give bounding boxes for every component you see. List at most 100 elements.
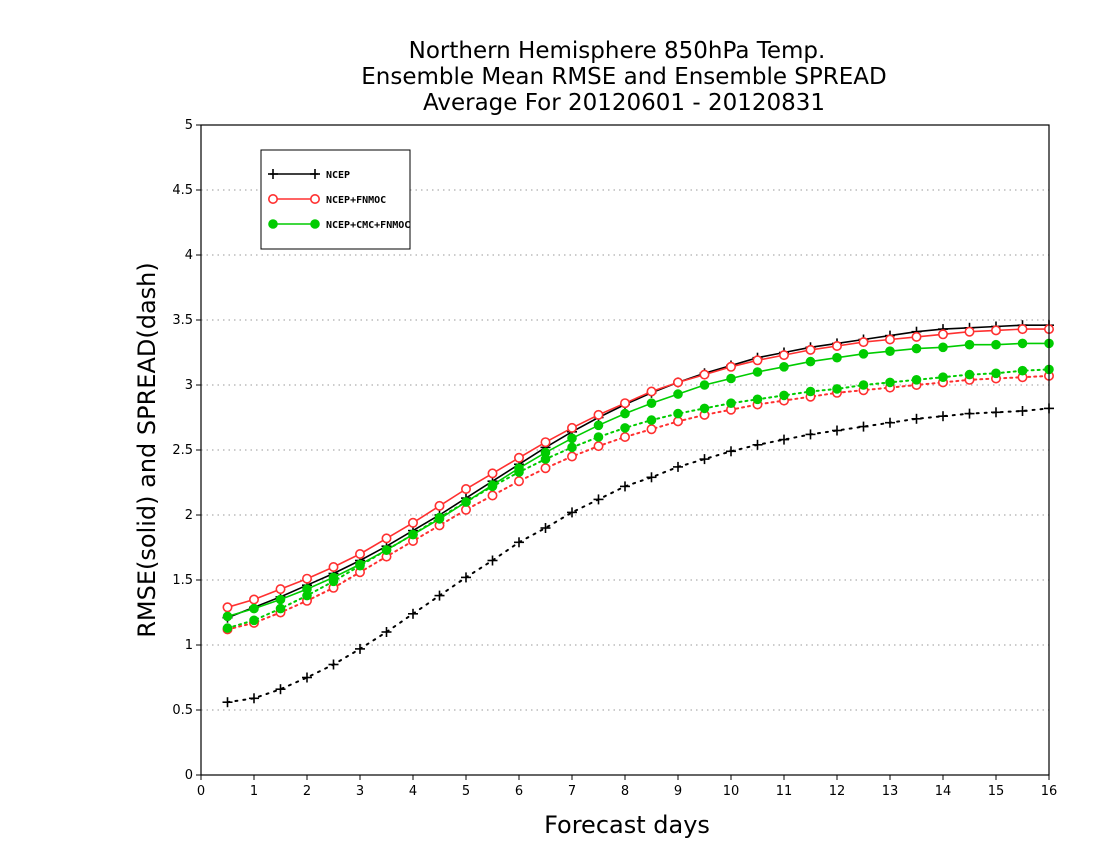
data-point-ncep-spread bbox=[726, 446, 736, 457]
data-point-ncep-cmc-fnmoc-rmse bbox=[991, 339, 1001, 350]
data-point-ncep-fnmoc-rmse bbox=[619, 398, 630, 409]
data-point-ncep-cmc-fnmoc-rmse bbox=[752, 367, 763, 377]
data-point-ncep-fnmoc-spread bbox=[646, 424, 657, 435]
data-point-ncep-spread bbox=[673, 461, 683, 472]
data-point-ncep-cmc-fnmoc-spread bbox=[885, 377, 895, 388]
data-point-ncep-fnmoc-spread bbox=[593, 441, 604, 452]
y-tick-label: 0 bbox=[185, 768, 193, 783]
legend-swatch-marker bbox=[268, 219, 278, 229]
data-point-ncep-fnmoc-rmse bbox=[964, 326, 975, 337]
data-point-ncep-cmc-fnmoc-rmse bbox=[673, 389, 683, 399]
data-point-ncep-cmc-fnmoc-rmse bbox=[593, 420, 604, 431]
legend-swatch-marker bbox=[267, 194, 278, 205]
x-tick-label: 4 bbox=[409, 784, 417, 799]
data-point-ncep-cmc-fnmoc-rmse bbox=[885, 346, 895, 357]
data-point-ncep-spread bbox=[752, 439, 763, 450]
data-point-ncep-cmc-fnmoc-spread bbox=[805, 386, 816, 397]
y-tick-label: 0.5 bbox=[172, 703, 193, 718]
data-point-ncep-spread bbox=[911, 413, 922, 424]
x-axis: 0 1 2 3 4 5 6 7 8 9 10 11 12 13 14 15 16 bbox=[197, 775, 1057, 799]
plot-series bbox=[222, 320, 1055, 708]
data-point-ncep-fnmoc-rmse bbox=[540, 437, 551, 448]
data-point-ncep-spread bbox=[593, 494, 604, 505]
data-point-ncep-cmc-fnmoc-spread bbox=[593, 432, 604, 442]
data-point-ncep-spread bbox=[222, 697, 233, 708]
data-point-ncep-cmc-fnmoc-spread bbox=[832, 384, 842, 394]
x-tick-label: 13 bbox=[882, 784, 899, 799]
y-tick-label: 1.5 bbox=[172, 573, 193, 588]
y-tick-label: 2 bbox=[185, 508, 193, 523]
y-axis: 0 0.5 1 1.5 2 2.5 3 3.5 4 4.5 5 bbox=[172, 118, 201, 783]
data-point-ncep-cmc-fnmoc-rmse bbox=[620, 408, 630, 419]
data-point-ncep-cmc-fnmoc-spread bbox=[408, 529, 418, 540]
data-point-ncep-fnmoc-spread bbox=[460, 504, 471, 515]
plot-frame bbox=[200, 124, 1050, 776]
data-point-ncep-fnmoc-rmse bbox=[672, 377, 683, 388]
y-tick-label: 1 bbox=[185, 638, 193, 653]
y-tick-label: 3.5 bbox=[172, 313, 193, 328]
data-point-ncep-fnmoc-rmse bbox=[1017, 324, 1028, 335]
data-point-ncep-fnmoc-rmse bbox=[937, 329, 948, 340]
data-point-ncep-cmc-fnmoc-rmse bbox=[275, 594, 286, 605]
data-point-ncep-spread bbox=[964, 408, 975, 419]
x-tick-label: 3 bbox=[356, 784, 364, 799]
data-point-ncep-cmc-fnmoc-spread bbox=[620, 423, 630, 433]
data-point-ncep-spread bbox=[487, 555, 498, 566]
series-line-ncep-rmse bbox=[227, 324, 1049, 619]
data-point-ncep-cmc-fnmoc-spread bbox=[991, 368, 1001, 379]
legend-label: NCEP+CMC+FNMOC bbox=[326, 220, 410, 231]
data-point-ncep-fnmoc-rmse bbox=[249, 594, 260, 605]
x-tick-label: 14 bbox=[935, 784, 952, 799]
series-line-ncep-spread bbox=[226, 407, 1050, 704]
legend-item-ncep-cmc-fnmoc: NCEP+CMC+FNMOC bbox=[268, 219, 410, 231]
data-point-ncep-cmc-fnmoc-spread bbox=[858, 380, 869, 390]
data-point-ncep-cmc-fnmoc-spread bbox=[964, 369, 975, 380]
data-point-ncep-cmc-fnmoc-rmse bbox=[858, 349, 869, 359]
data-point-ncep-cmc-fnmoc-rmse bbox=[699, 380, 710, 390]
data-point-ncep-fnmoc-rmse bbox=[646, 386, 657, 397]
y-tick-label: 4.5 bbox=[172, 183, 193, 198]
data-point-ncep-fnmoc-spread bbox=[487, 490, 498, 501]
data-point-ncep-cmc-fnmoc-rmse bbox=[567, 433, 577, 444]
data-point-ncep-fnmoc-rmse bbox=[513, 452, 524, 463]
x-tick-label: 10 bbox=[723, 784, 740, 799]
data-point-ncep-cmc-fnmoc-spread bbox=[699, 403, 710, 414]
data-point-ncep-fnmoc-rmse bbox=[831, 340, 842, 351]
legend-label: NCEP+FNMOC bbox=[326, 195, 386, 206]
x-tick-label: 15 bbox=[988, 784, 1005, 799]
y-tick-label: 5 bbox=[185, 118, 193, 133]
data-point-ncep-fnmoc-rmse bbox=[752, 355, 763, 366]
data-point-ncep-fnmoc-rmse bbox=[222, 602, 233, 613]
legend-item-ncep: NCEP bbox=[268, 169, 350, 181]
data-point-ncep-fnmoc-rmse bbox=[275, 584, 286, 595]
data-point-ncep-fnmoc-rmse bbox=[487, 468, 498, 479]
series-ncep-cmc-fnmoc-rmse bbox=[222, 338, 1054, 622]
data-point-ncep-cmc-fnmoc-spread bbox=[752, 394, 763, 405]
x-tick-label: 9 bbox=[674, 784, 682, 799]
data-point-ncep-cmc-fnmoc-rmse bbox=[779, 362, 789, 372]
data-point-ncep-fnmoc-rmse bbox=[407, 517, 418, 528]
legend-swatch-marker bbox=[310, 219, 320, 229]
data-point-ncep-spread bbox=[805, 429, 816, 440]
data-point-ncep-cmc-fnmoc-spread bbox=[646, 415, 657, 425]
series-ncep-rmse bbox=[222, 320, 1054, 623]
data-point-ncep-cmc-fnmoc-spread bbox=[302, 590, 312, 601]
data-point-ncep-cmc-fnmoc-rmse bbox=[938, 342, 948, 353]
data-point-ncep-spread bbox=[408, 608, 418, 619]
legend: NCEP NCEP+FNMOC NCEP+CMC+FNMOC bbox=[260, 149, 411, 250]
series-ncep-fnmoc-rmse bbox=[222, 324, 1055, 613]
data-point-ncep-fnmoc-spread bbox=[566, 451, 577, 462]
data-point-ncep-cmc-fnmoc-rmse bbox=[832, 352, 842, 363]
data-point-ncep-cmc-fnmoc-rmse bbox=[249, 603, 259, 614]
y-tick-label: 2.5 bbox=[172, 443, 193, 458]
data-point-ncep-cmc-fnmoc-spread bbox=[938, 372, 948, 383]
data-point-ncep-cmc-fnmoc-spread bbox=[1017, 365, 1028, 376]
x-tick-label: 16 bbox=[1041, 784, 1058, 799]
data-point-ncep-cmc-fnmoc-spread bbox=[514, 467, 524, 477]
x-tick-label: 1 bbox=[250, 784, 258, 799]
series-ncep-spread bbox=[222, 403, 1054, 708]
x-axis-label: Forecast days bbox=[544, 811, 710, 839]
legend-swatch-marker bbox=[268, 169, 278, 179]
data-point-ncep-cmc-fnmoc-spread bbox=[461, 497, 471, 507]
